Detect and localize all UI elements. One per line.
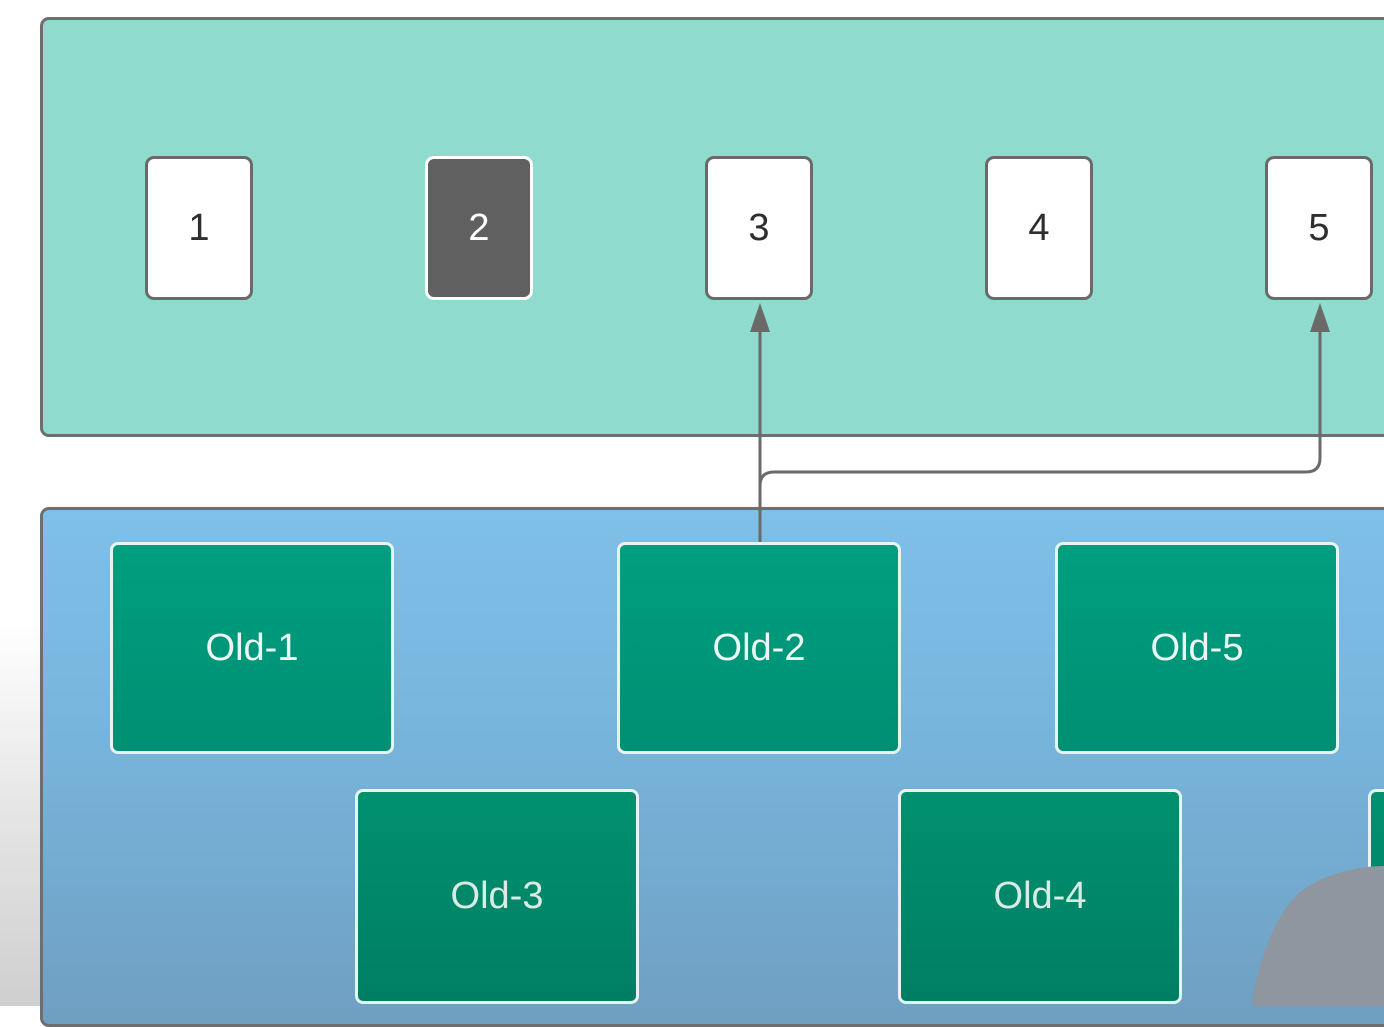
node-label: Old-1 (205, 626, 299, 669)
slot-4[interactable]: 4 (985, 156, 1093, 300)
node-old-5[interactable]: Old-5 (1055, 542, 1339, 754)
node-label: Old-3 (450, 875, 544, 917)
node-label: Old-4 (993, 875, 1087, 917)
slot-label: 5 (1308, 206, 1330, 249)
node-old-4[interactable]: Old-4 (898, 789, 1182, 1004)
slot-label: 2 (468, 206, 490, 249)
node-old-2[interactable]: Old-2 (617, 542, 901, 754)
slot-3[interactable]: 3 (705, 156, 813, 300)
slot-5[interactable]: 5 (1265, 156, 1373, 300)
node-label: Old-5 (1150, 626, 1244, 669)
slot-2[interactable]: 2 (425, 156, 533, 300)
slot-1[interactable]: 1 (145, 156, 253, 300)
node-old-1[interactable]: Old-1 (110, 542, 394, 754)
slot-label: 1 (188, 206, 210, 249)
slot-label: 4 (1028, 206, 1050, 249)
slot-label: 3 (748, 206, 770, 249)
node-partial-offscreen (1368, 789, 1384, 1004)
node-old-3[interactable]: Old-3 (355, 789, 639, 1004)
node-label: Old-2 (712, 626, 806, 669)
